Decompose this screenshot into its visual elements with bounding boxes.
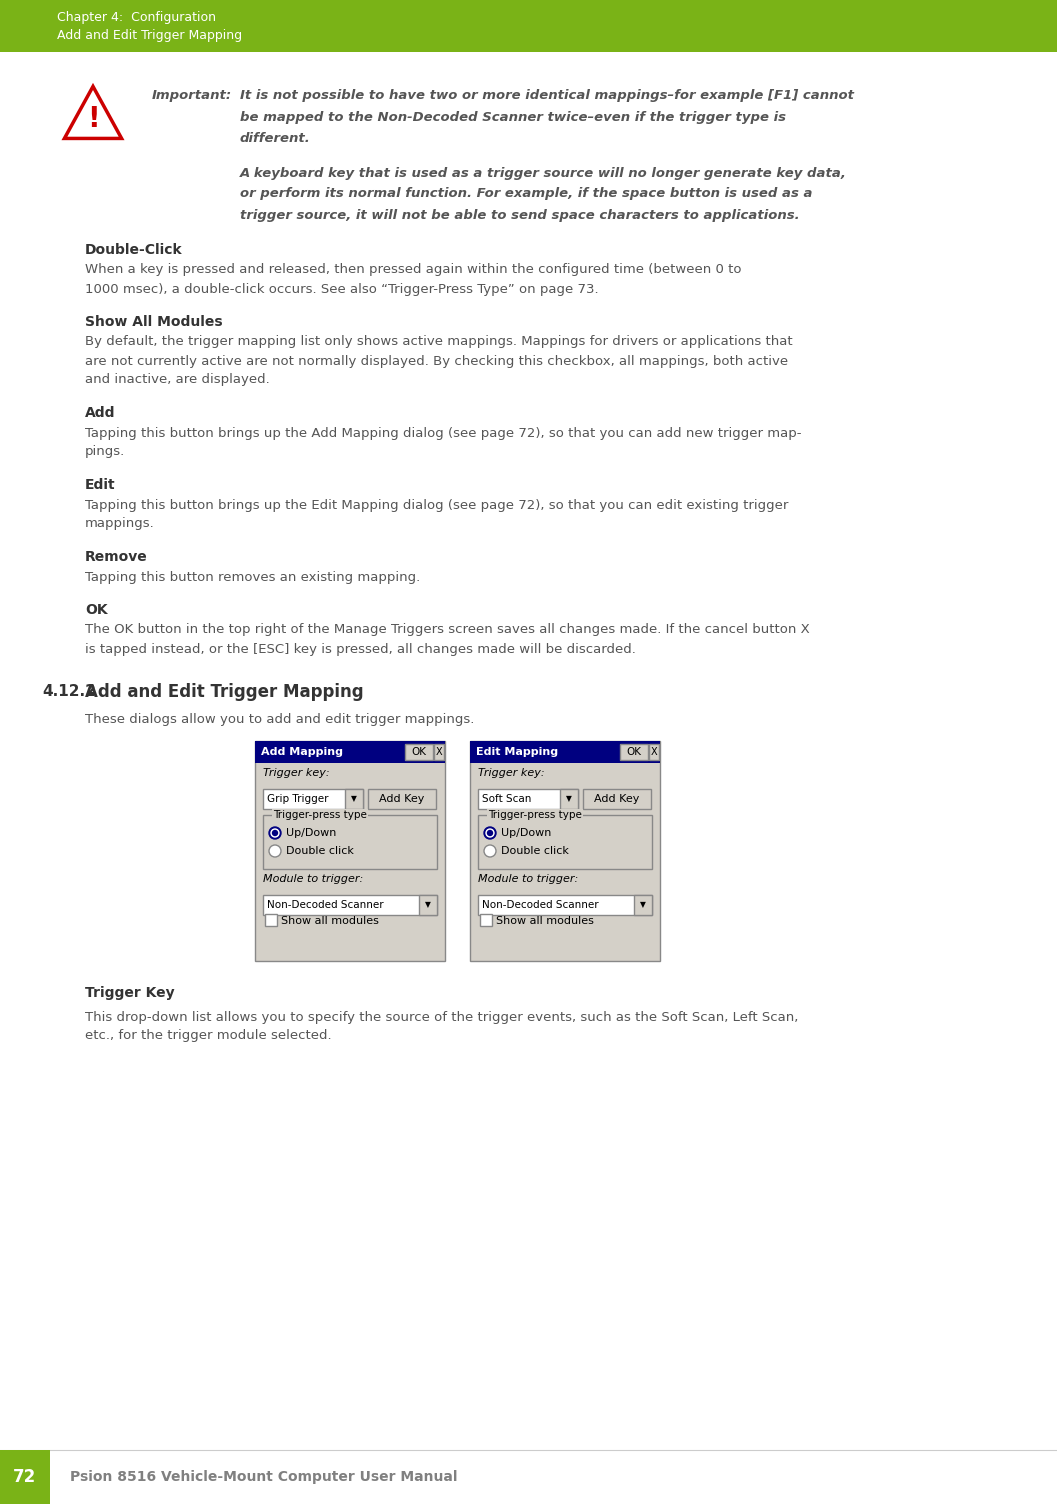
Text: Double click: Double click [286,845,354,856]
Text: Trigger Key: Trigger Key [85,987,174,1000]
Circle shape [268,827,281,839]
Bar [419,895,437,914]
Text: ▼: ▼ [641,901,646,910]
Bar [255,741,445,763]
Bar [560,790,578,809]
Circle shape [273,830,278,836]
Bar [345,790,363,809]
Polygon shape [64,86,122,138]
Circle shape [484,827,496,839]
Text: or perform its normal function. For example, if the space button is used as a: or perform its normal function. For exam… [240,188,813,200]
Text: Add Key: Add Key [594,794,639,805]
Text: Trigger-press type: Trigger-press type [273,811,367,820]
Text: OK: OK [411,747,427,757]
Text: ▼: ▼ [425,901,431,910]
Bar [368,790,435,809]
Text: etc., for the trigger module selected.: etc., for the trigger module selected. [85,1030,332,1042]
Text: Tapping this button removes an existing mapping.: Tapping this button removes an existing … [85,570,421,584]
Text: is tapped instead, or the [ESC] key is pressed, all changes made will be discard: is tapped instead, or the [ESC] key is p… [85,642,636,656]
Text: Add Mapping: Add Mapping [261,747,344,757]
Circle shape [484,845,496,857]
Bar [478,895,652,914]
Text: different.: different. [240,131,311,144]
Bar [0,0,1057,53]
Text: be mapped to the Non-Decoded Scanner twice–even if the trigger type is: be mapped to the Non-Decoded Scanner twi… [240,110,786,123]
Text: Non-Decoded Scanner: Non-Decoded Scanner [267,899,384,910]
Text: 4.12.2: 4.12.2 [42,684,96,699]
Text: Soft Scan: Soft Scan [482,794,532,805]
Text: Add and Edit Trigger Mapping: Add and Edit Trigger Mapping [85,683,364,701]
Text: This drop-down list allows you to specify the source of the trigger events, such: This drop-down list allows you to specif… [85,1011,798,1024]
Text: Edit Mapping: Edit Mapping [476,747,558,757]
Text: Double click: Double click [501,845,569,856]
Text: Tapping this button brings up the Add Mapping dialog (see page 72), so that you : Tapping this button brings up the Add Ma… [85,427,801,439]
Bar [478,815,652,869]
Bar [478,790,578,809]
Text: A keyboard key that is used as a trigger source will no longer generate key data: A keyboard key that is used as a trigger… [240,167,847,179]
Text: X: X [651,747,657,757]
Text: Remove: Remove [85,550,148,564]
Bar [0,1450,1057,1504]
Text: Edit: Edit [85,478,115,492]
Bar [263,815,437,869]
Bar [649,744,659,760]
Text: Chapter 4:  Configuration: Chapter 4: Configuration [57,11,216,24]
Bar [263,790,363,809]
Text: pings.: pings. [85,445,125,459]
Text: Show all modules: Show all modules [281,916,378,926]
Bar [620,744,648,760]
Circle shape [271,829,279,838]
Text: When a key is pressed and released, then pressed again within the configured tim: When a key is pressed and released, then… [85,263,742,277]
Circle shape [486,829,494,838]
Text: Important:: Important: [152,90,233,102]
Text: trigger source, it will not be able to send space characters to applications.: trigger source, it will not be able to s… [240,209,800,221]
Text: Up/Down: Up/Down [286,829,336,838]
Text: The OK button in the top right of the Manage Triggers screen saves all changes m: The OK button in the top right of the Ma… [85,624,810,636]
Text: Tapping this button brings up the Edit Mapping dialog (see page 72), so that you: Tapping this button brings up the Edit M… [85,498,789,511]
Bar [255,741,445,961]
Text: It is not possible to have two or more identical mappings–for example [F1] canno: It is not possible to have two or more i… [240,90,854,102]
Bar [634,895,652,914]
Text: OK: OK [627,747,642,757]
Bar [480,914,492,926]
Text: are not currently active are not normally displayed. By checking this checkbox, : are not currently active are not normall… [85,355,789,367]
Text: X: X [435,747,442,757]
Text: Add and Edit Trigger Mapping: Add and Edit Trigger Mapping [57,30,242,42]
Text: These dialogs allow you to add and edit trigger mappings.: These dialogs allow you to add and edit … [85,713,475,726]
Text: Module to trigger:: Module to trigger: [478,874,578,884]
Bar [263,895,437,914]
Bar [405,744,433,760]
Text: Show all modules: Show all modules [496,916,594,926]
Text: Add: Add [85,406,115,420]
Text: Trigger-press type: Trigger-press type [488,811,581,820]
Bar [583,790,651,809]
Text: ▼: ▼ [567,794,572,803]
Text: Grip Trigger: Grip Trigger [267,794,329,805]
Text: By default, the trigger mapping list only shows active mappings. Mappings for dr: By default, the trigger mapping list onl… [85,335,793,349]
Text: Trigger key:: Trigger key: [478,769,544,778]
Text: Psion 8516 Vehicle-Mount Computer User Manual: Psion 8516 Vehicle-Mount Computer User M… [70,1469,458,1484]
Text: !: ! [87,105,99,132]
Text: Module to trigger:: Module to trigger: [263,874,364,884]
Bar [470,741,660,961]
Circle shape [487,830,493,836]
Text: Non-Decoded Scanner: Non-Decoded Scanner [482,899,598,910]
Text: Trigger key:: Trigger key: [263,769,330,778]
Text: 72: 72 [14,1468,37,1486]
Bar [265,914,277,926]
Text: ▼: ▼ [351,794,357,803]
Text: and inactive, are displayed.: and inactive, are displayed. [85,373,270,387]
Bar [434,744,444,760]
Text: Double-Click: Double-Click [85,244,183,257]
Bar [470,741,660,763]
Text: OK: OK [85,603,108,617]
Text: 1000 msec), a double-click occurs. See also “Trigger-Press Type” on page 73.: 1000 msec), a double-click occurs. See a… [85,283,598,295]
Text: Add Key: Add Key [379,794,425,805]
Text: Up/Down: Up/Down [501,829,552,838]
Text: mappings.: mappings. [85,517,154,531]
Circle shape [268,845,281,857]
Text: Show All Modules: Show All Modules [85,314,223,329]
Bar [0,1450,50,1504]
